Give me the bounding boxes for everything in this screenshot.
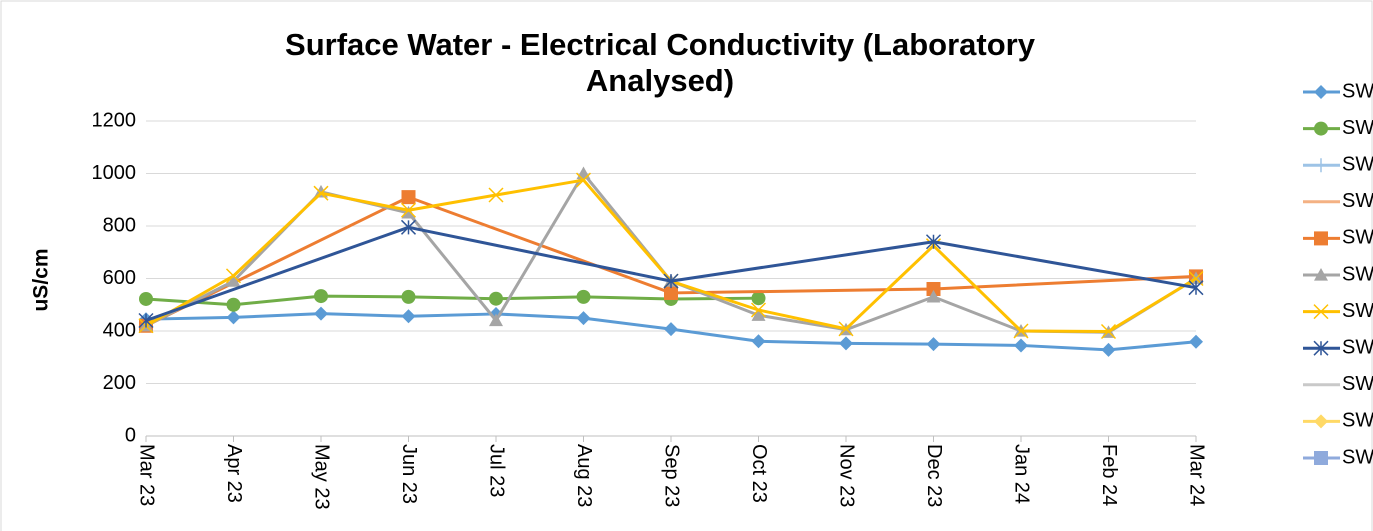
data-point [489,291,503,306]
legend-label: SW11 [1342,446,1373,468]
data-point [839,336,853,351]
x-tick-label: Mar 23 [136,444,158,506]
data-point [838,321,854,337]
chart-title-text: Surface Water - Electrical Conductivity … [285,27,1036,98]
x-tick-label: Jul 23 [486,444,508,497]
data-point [1014,338,1028,353]
legend-label: SW8 [1342,336,1373,358]
data-point [488,187,504,203]
x-tick-label: Mar 24 [1186,444,1208,506]
series-line [145,294,759,307]
legend-label: SW9 [1342,373,1373,395]
data-point [1101,342,1116,357]
x-tick-label: May 23 [311,444,333,510]
data-point [663,273,679,289]
legend-label: SW10 [1342,410,1373,432]
data-point [925,234,942,250]
data-point [926,337,941,352]
y-tick-label: 200 [103,372,136,394]
data-point [575,172,592,188]
legend-label: SW7 [1342,300,1373,322]
legend-marker [1314,451,1328,465]
data-point [314,289,328,304]
legend-label: SW5 [1342,227,1373,249]
data-point [226,274,241,287]
y-tick-label: 0 [125,424,136,446]
data-point [576,289,591,304]
data-point [1013,323,1029,339]
legend-marker [1314,158,1328,173]
legend-marker [1314,268,1328,281]
legend-label: SW2 [1342,117,1373,139]
data-point [664,285,678,300]
x-tick-label: Apr 23 [223,444,245,503]
data-point [138,312,154,329]
data-point [226,297,241,312]
data-point [401,190,416,205]
legend-label: SW4 [1342,190,1373,212]
y-axis-label: uS/cm [30,248,53,311]
legend-marker [1313,340,1329,356]
chart-title: Surface Water - Electrical Conductivity … [285,27,1036,98]
legend-marker [1314,231,1328,246]
y-tick-label: 600 [103,267,136,289]
data-point [401,205,416,219]
legend-marker [1314,85,1328,99]
data-point [1100,323,1117,340]
x-tick-label: Feb 24 [1098,444,1120,506]
x-tick-label: Jan 24 [1011,444,1033,504]
data-point [314,306,328,321]
data-point [664,322,678,337]
data-point [400,202,417,218]
x-tick-label: Sep 23 [661,444,683,507]
data-point [926,289,941,303]
data-point [225,268,242,284]
data-point [401,289,416,304]
legend-marker [1314,414,1328,429]
data-point [751,308,766,321]
legend-label: SW6 [1342,263,1373,285]
data-point [489,313,503,327]
x-tick-label: Dec 23 [923,444,945,507]
data-point [1189,334,1203,349]
data-point [751,334,766,349]
data-point [139,291,153,306]
legend-marker [1313,304,1329,320]
y-tick-label: 1000 [92,162,137,184]
x-tick-label: Jun 23 [398,444,420,504]
legend-marker [1314,121,1328,136]
data-point [750,302,767,318]
x-tick-label: Aug 23 [573,444,595,507]
data-point [313,185,329,201]
x-tick-label: Oct 23 [748,444,770,503]
y-tick-label: 400 [103,319,136,341]
data-point [226,310,241,325]
x-tick-label: Nov 23 [836,444,858,507]
data-point [926,282,941,296]
data-point [1188,280,1204,296]
data-point [401,309,416,324]
data-point [400,219,417,235]
data-point [751,291,766,306]
y-tick-label: 1200 [92,109,137,131]
y-tick-label: 800 [103,214,136,236]
data-point [576,311,591,326]
legend-label: SW1 [1342,80,1373,102]
legend-label: SW3 [1342,153,1373,175]
